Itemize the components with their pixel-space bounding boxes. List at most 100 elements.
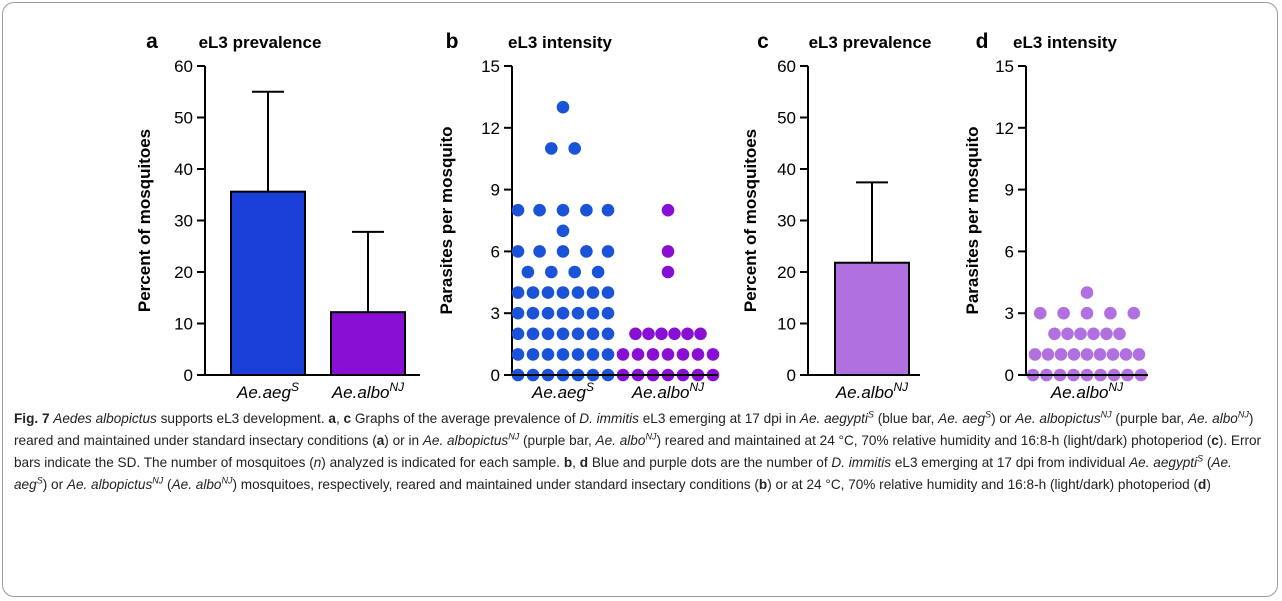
caption-text: S	[36, 475, 43, 486]
data-point	[1057, 306, 1070, 320]
data-point	[541, 348, 555, 361]
y-tick-label: 3	[1005, 304, 1014, 323]
data-point	[541, 327, 555, 341]
caption-text: n	[313, 455, 322, 470]
data-point	[1061, 327, 1074, 341]
caption-text: ) mosquitoes, respectively, reared and m…	[232, 477, 759, 492]
data-point	[1113, 327, 1126, 341]
data-point	[1074, 327, 1087, 341]
caption-text: Ae. albopictus	[422, 433, 509, 448]
y-tick-label: 0	[184, 366, 193, 385]
caption-text: D. immitis	[831, 455, 892, 470]
y-tick-label: 12	[995, 119, 1014, 138]
y-tick-label: 15	[481, 57, 500, 76]
data-point	[616, 348, 630, 361]
caption-text: d	[579, 455, 589, 470]
y-tick-label: 0	[491, 366, 500, 385]
y-tick-label: 40	[777, 160, 796, 179]
data-point	[586, 286, 600, 299]
y-tick-label: 0	[787, 366, 796, 385]
caption-text: b	[758, 477, 768, 492]
figure-caption: Fig. 7 Aedes albopictus supports eL3 dev…	[14, 408, 1266, 496]
data-point	[1041, 348, 1055, 361]
data-point	[556, 348, 570, 361]
caption-text: d	[1198, 477, 1207, 492]
caption-text: S	[985, 409, 992, 420]
caption-text: c	[343, 411, 352, 426]
y-tick-label: 9	[491, 181, 500, 200]
bar	[330, 311, 406, 377]
data-point	[629, 327, 642, 341]
y-tick-label: 30	[174, 212, 193, 231]
data-point	[556, 203, 570, 217]
data-point	[661, 245, 675, 258]
data-point	[556, 100, 570, 114]
caption-text: eL3 emerging at 17 dpi from individual	[891, 455, 1130, 470]
data-point	[526, 306, 540, 320]
data-point	[642, 327, 655, 341]
data-point	[1048, 327, 1061, 341]
data-point	[568, 142, 581, 155]
data-point	[706, 348, 720, 361]
x-category-label: Ae.aegS	[236, 380, 299, 402]
y-axis-label: Percent of mosquitoes	[741, 129, 760, 312]
panel-title: eL3 intensity	[1013, 33, 1117, 52]
data-point	[533, 245, 546, 258]
data-point	[655, 327, 668, 341]
panel-title: eL3 intensity	[508, 33, 612, 52]
caption-text: ,	[572, 455, 580, 470]
caption-text: D. immitis	[579, 411, 639, 426]
data-point	[571, 306, 585, 320]
caption-text: (blue bar,	[873, 411, 939, 426]
panel-title: eL3 prevalence	[199, 33, 322, 52]
data-point	[521, 265, 535, 279]
data-point	[526, 348, 540, 361]
caption-text: ) or	[42, 477, 67, 492]
caption-text: Ae. aegypti	[1129, 455, 1198, 470]
caption-text: NJ	[1100, 409, 1112, 420]
y-tick-label: 6	[491, 242, 500, 261]
panel-c: c eL3 prevalence 0 10 20 30 40 50 60 Percent of m…	[741, 30, 932, 402]
y-tick-label: 0	[1005, 366, 1014, 385]
data-point	[511, 286, 525, 299]
caption-text: a	[376, 433, 385, 448]
y-tick-label: 3	[491, 304, 500, 323]
y-tick-label: 12	[481, 119, 500, 138]
data-point	[571, 286, 585, 299]
caption-text: Fig. 7	[14, 411, 50, 426]
data-point	[1054, 348, 1068, 361]
y-tick-label: 20	[174, 263, 193, 282]
data-point	[545, 142, 558, 155]
data-point	[586, 327, 600, 341]
data-point	[556, 224, 570, 238]
data-point	[1028, 348, 1042, 361]
panel-letter: c	[757, 30, 769, 53]
data-point	[1132, 348, 1146, 361]
panel-b: b eL3 intensity 0 3 6 9 12 15 Parasites per mosq…	[437, 30, 720, 402]
data-point	[533, 203, 546, 217]
caption-text: Blue and purple dots are the number of	[588, 455, 832, 470]
caption-text: ) or in	[384, 433, 423, 448]
data-point	[661, 348, 675, 361]
data-point	[591, 265, 605, 279]
caption-text: NJ	[152, 475, 164, 486]
data-point	[541, 306, 555, 320]
data-point	[681, 327, 694, 341]
data-point	[694, 327, 707, 341]
data-point	[668, 327, 681, 341]
data-point	[511, 348, 525, 361]
caption-text: ,	[335, 411, 344, 426]
data-point	[1106, 348, 1120, 361]
caption-text: (	[163, 477, 172, 492]
panel-title: eL3 prevalence	[809, 33, 932, 52]
data-point	[511, 245, 525, 258]
y-tick-label: 15	[995, 57, 1014, 76]
y-tick-label: 30	[777, 212, 796, 231]
data-point	[580, 245, 593, 258]
data-point	[556, 245, 570, 258]
data-point	[541, 286, 555, 299]
data-point	[1087, 327, 1100, 341]
x-category-label: Ae.aegS	[531, 380, 594, 402]
data-point	[1080, 286, 1094, 299]
